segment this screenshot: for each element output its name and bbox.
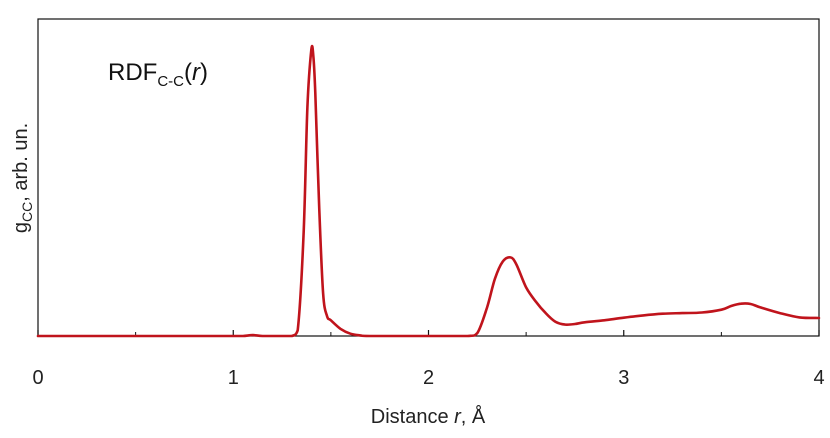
x-tick-label: 2 — [423, 367, 434, 389]
x-tick-label: 1 — [228, 367, 239, 389]
y-axis-label: gCC, arb. un. — [10, 123, 35, 233]
x-tick-label: 3 — [618, 367, 629, 389]
x-tick-label: 4 — [813, 367, 824, 389]
x-tick-label: 0 — [32, 367, 43, 389]
x-tick-labels: 0 1 2 3 4 — [32, 367, 824, 389]
rdf-curve — [36, 44, 821, 338]
x-axis-label: Distance r, Å — [371, 405, 486, 428]
x-ticks — [37, 330, 820, 336]
rdf-annotation: RDFC-C(r) — [108, 59, 208, 90]
